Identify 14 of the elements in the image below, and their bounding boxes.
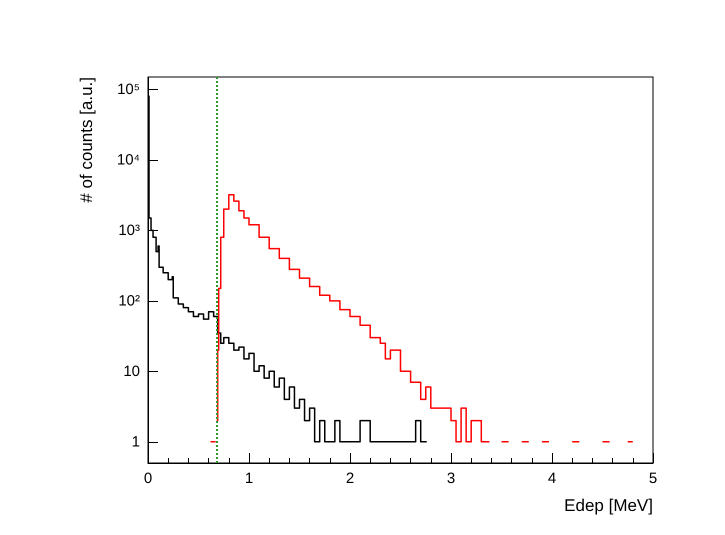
x-tick-label: 0 [144, 470, 152, 487]
y-tick-label: 10⁵ [117, 80, 140, 98]
y-tick-label: 10² [118, 292, 140, 310]
x-axis-title: Edep [MeV] [564, 496, 653, 515]
x-tick-label: 1 [244, 470, 254, 487]
y-tick-label: 10⁴ [116, 151, 140, 168]
x-tick-label: 5 [648, 470, 658, 487]
y-tick-label: 10³ [118, 222, 140, 239]
y-tick-label: 10 [123, 362, 140, 380]
x-tick-label: 2 [346, 470, 354, 487]
y-axis-title: # of counts [a.u.] [77, 77, 96, 203]
y-tick-label: 1 [132, 433, 140, 450]
x-tick-label: 4 [548, 470, 556, 487]
x-tick-label: 3 [446, 470, 456, 487]
